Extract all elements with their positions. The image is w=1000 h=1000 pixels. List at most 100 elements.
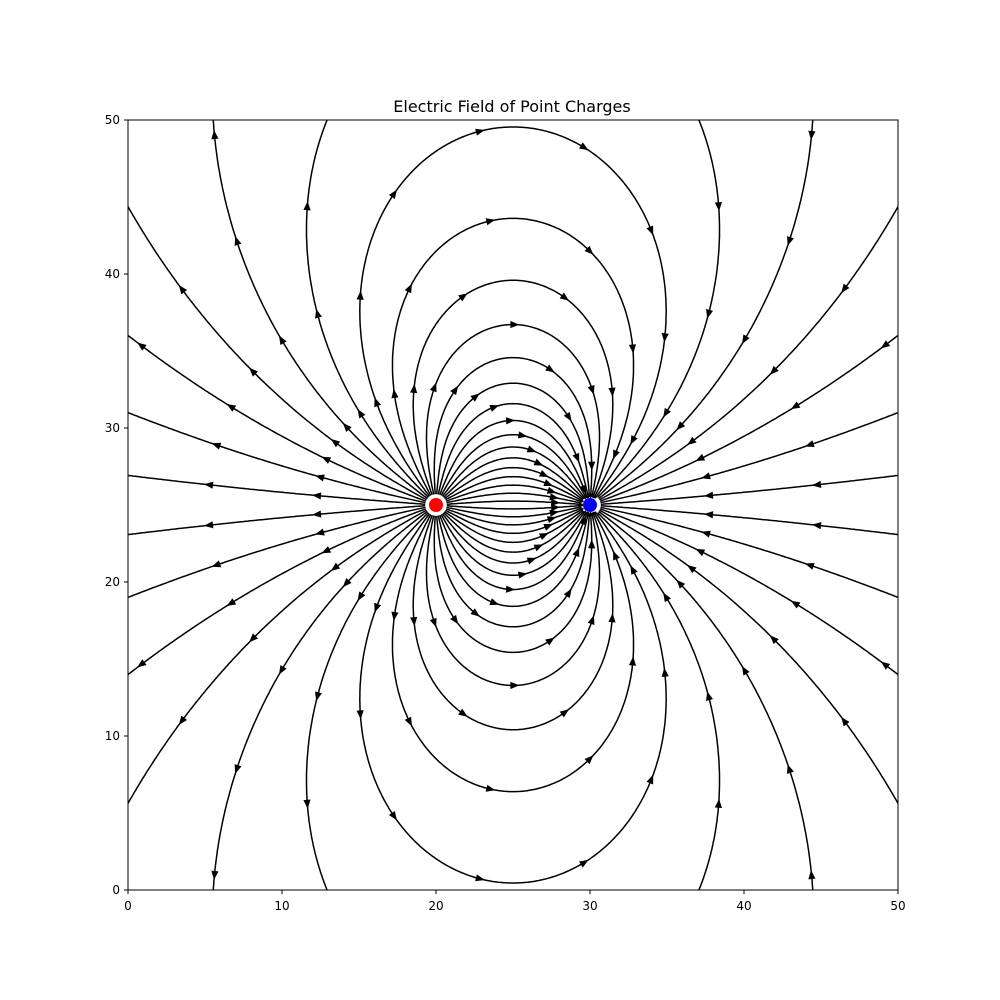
field-arrow — [204, 521, 214, 529]
field-arrow — [630, 435, 638, 445]
field-line — [128, 411, 426, 504]
field-arrow — [787, 764, 794, 774]
field-arrow — [880, 661, 891, 670]
field-arrow — [538, 533, 549, 541]
field-arrow — [661, 667, 669, 678]
positive-charge — [429, 498, 443, 512]
field-arrow — [342, 422, 352, 432]
x-tick-label: 20 — [428, 899, 443, 913]
field-arrow — [701, 472, 711, 480]
field-arrow — [804, 562, 815, 570]
field-arrow — [249, 633, 258, 643]
field-arrow — [687, 565, 697, 574]
field-line — [445, 475, 584, 503]
field-arrow — [526, 557, 537, 565]
field-arrow — [676, 421, 686, 431]
field-arrow — [543, 479, 554, 486]
field-arrow — [533, 458, 544, 466]
field-arrow — [550, 504, 561, 512]
field-arrow — [410, 383, 418, 394]
field-line — [412, 512, 614, 731]
field-line — [128, 505, 426, 536]
field-line — [445, 507, 583, 526]
field-arrow — [676, 579, 686, 589]
field-arrow — [812, 522, 822, 530]
field-arrow — [321, 546, 332, 554]
field-line — [440, 433, 587, 499]
field-line — [128, 474, 426, 505]
field-arrow — [545, 637, 555, 646]
field-arrow — [374, 602, 382, 613]
plot-frame — [127, 119, 899, 891]
field-arrow — [517, 431, 528, 439]
y-tick-label: 50 — [105, 113, 120, 127]
field-arrow — [226, 403, 237, 412]
field-arrow — [543, 524, 554, 531]
field-line — [600, 411, 898, 504]
field-arrow — [608, 387, 616, 397]
field-arrow — [790, 600, 801, 609]
field-arrow — [706, 309, 713, 319]
field-line — [391, 511, 635, 793]
field-arrow — [787, 236, 794, 246]
field-arrow — [549, 493, 559, 501]
field-arrow — [470, 393, 480, 402]
field-arrow — [388, 189, 397, 200]
field-line — [391, 217, 635, 499]
chart-title: Electric Field of Point Charges — [393, 97, 630, 116]
field-arrow — [357, 591, 366, 602]
field-line — [212, 120, 428, 500]
x-tick-label: 30 — [582, 899, 597, 913]
charges — [429, 498, 597, 512]
y-tick-label: 30 — [105, 421, 120, 435]
field-arrow — [741, 334, 750, 345]
field-arrow — [704, 511, 714, 519]
field-line — [599, 205, 898, 501]
field-arrow — [137, 342, 147, 351]
field-arrow — [546, 516, 557, 524]
field-arrow — [808, 870, 816, 880]
y-tick-label: 20 — [105, 575, 120, 589]
x-tick-label: 50 — [890, 899, 905, 913]
x-tick-label: 40 — [736, 899, 751, 913]
field-arrow — [517, 571, 528, 579]
negative-charge — [583, 498, 597, 512]
field-arrow — [646, 225, 654, 236]
field-arrow — [410, 616, 418, 627]
field-arrow — [587, 384, 595, 395]
field-line — [598, 510, 814, 890]
field-arrow — [450, 385, 459, 396]
field-line — [425, 323, 601, 498]
field-line — [597, 512, 721, 890]
field-arrow — [897, 193, 908, 204]
y-tick-label: 10 — [105, 729, 120, 743]
field-arrow — [204, 481, 214, 489]
field-arrow — [342, 578, 352, 588]
field-arrow — [584, 755, 594, 765]
field-arrow — [485, 784, 496, 792]
field-arrow — [880, 340, 891, 349]
field-arrow — [374, 397, 382, 408]
field-line — [446, 500, 583, 506]
field-arrow — [315, 474, 325, 482]
field-line — [445, 484, 583, 503]
field-arrow — [628, 344, 637, 354]
field-arrow — [588, 539, 596, 549]
field-lines — [128, 120, 898, 890]
field-arrow — [572, 547, 580, 558]
field-line — [128, 334, 427, 502]
field-arrow — [429, 382, 437, 393]
field-arrow — [315, 308, 322, 319]
field-line — [359, 511, 667, 884]
field-arrow — [330, 562, 341, 571]
field-arrow — [628, 656, 637, 666]
y-tick-label: 0 — [112, 883, 120, 897]
field-arrow — [458, 708, 468, 717]
field-arrow — [211, 130, 219, 140]
field-arrow — [608, 613, 616, 623]
field-arrow — [458, 293, 468, 302]
field-line — [441, 510, 587, 564]
field-line — [599, 509, 898, 805]
